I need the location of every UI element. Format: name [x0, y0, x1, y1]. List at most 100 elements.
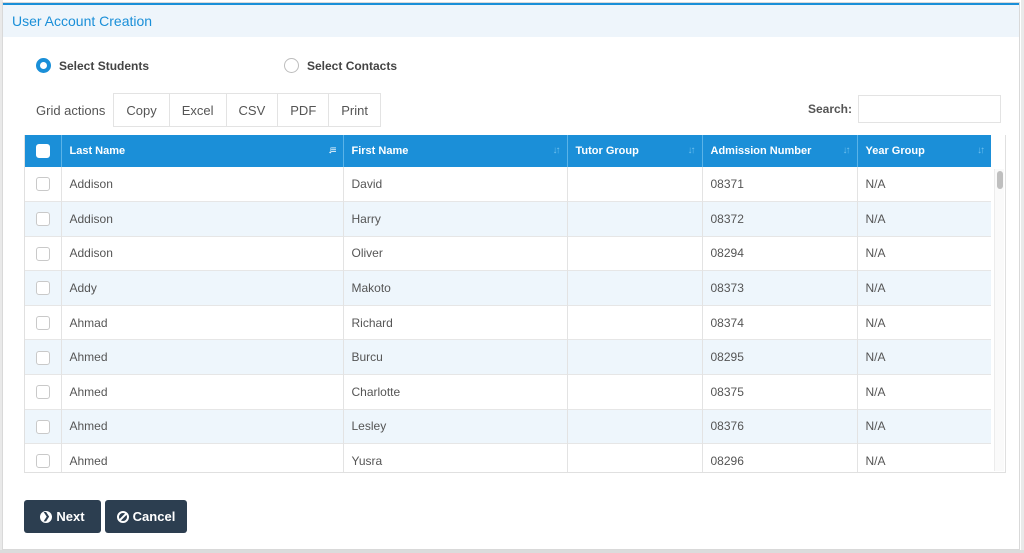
select-all-checkbox[interactable] — [35, 144, 50, 158]
tutor-group-cell — [567, 374, 703, 410]
tutor-group-cell — [567, 305, 703, 340]
table-row[interactable]: Ahmed Lesley 08376 N/A — [25, 409, 991, 444]
first-name-cell: Burcu — [343, 339, 568, 375]
radio-checked-icon[interactable] — [36, 58, 51, 73]
last-name-cell: Ahmed — [61, 443, 344, 472]
table-row[interactable]: Ahmed Charlotte 08375 N/A — [25, 374, 991, 410]
row-checkbox[interactable] — [35, 281, 50, 296]
table-row[interactable]: Ahmed Burcu 08295 N/A — [25, 339, 991, 375]
next-button-label: Next — [56, 509, 85, 524]
sort-ascending-icon: ↓≡ — [327, 145, 337, 156]
column-label: Last Name — [69, 145, 126, 157]
last-name-cell: Addy — [61, 270, 344, 306]
last-name-cell: Addison — [61, 201, 344, 237]
table-row[interactable]: Addy Makoto 08373 N/A — [25, 270, 991, 306]
sort-icon: ↓↑ — [842, 145, 851, 156]
last-name-cell: Addison — [61, 167, 344, 202]
row-select-cell — [25, 409, 62, 444]
admission-number-cell: 08372 — [702, 201, 858, 237]
csv-button[interactable]: CSV — [226, 94, 279, 126]
sort-icon: ↓↑ — [977, 145, 985, 156]
row-select-cell — [25, 374, 62, 410]
admission-number-cell: 08294 — [702, 236, 858, 271]
row-checkbox[interactable] — [35, 316, 50, 331]
row-checkbox[interactable] — [35, 419, 50, 434]
grid-actions-button-group: Copy Excel CSV PDF Print — [113, 93, 381, 127]
first-name-cell: Lesley — [343, 409, 568, 444]
row-checkbox[interactable] — [35, 177, 50, 192]
year-group-cell: N/A — [865, 211, 886, 226]
students-table: Last Name ↓≡ First Name ↓↑ Tutor Group ↓… — [25, 135, 991, 472]
page-backdrop-left — [0, 0, 3, 553]
print-button[interactable]: Print — [329, 94, 380, 126]
first-name-cell: Richard — [343, 305, 568, 340]
excel-button[interactable]: Excel — [169, 94, 227, 126]
modal-header: User Account Creation — [3, 3, 1019, 37]
select-students-radio[interactable]: Select Students — [36, 58, 149, 73]
row-checkbox[interactable] — [35, 350, 50, 365]
first-name-cell: David — [343, 167, 568, 202]
column-label: Year Group — [865, 145, 925, 157]
sort-icon: ↓↑ — [687, 145, 696, 156]
column-label: First Name — [351, 145, 409, 157]
tutor-group-cell — [567, 167, 703, 202]
first-name-cell: Yusra — [343, 443, 568, 472]
row-select-cell — [25, 339, 62, 375]
search-input[interactable] — [858, 95, 1001, 123]
last-name-cell: Ahmed — [61, 409, 344, 444]
first-name-cell: Oliver — [343, 236, 568, 271]
admission-number-cell: 08295 — [702, 339, 858, 375]
first-name-cell: Makoto — [343, 270, 568, 306]
row-checkbox[interactable] — [35, 454, 50, 469]
table-body: Addison David 08371 N/A Addison Harry 08372 N/A… — [25, 167, 991, 472]
row-checkbox[interactable] — [35, 246, 50, 261]
year-group-cell: N/A — [865, 246, 886, 261]
chevron-right-circle-icon: ❯ — [40, 510, 53, 523]
column-header-first-name[interactable]: First Name ↓↑ — [343, 135, 568, 167]
page-backdrop-bottom — [0, 550, 1024, 553]
tutor-group-cell — [567, 270, 703, 306]
first-name-cell: Charlotte — [343, 374, 568, 410]
column-header-last-name[interactable]: Last Name ↓≡ — [61, 135, 344, 167]
table-row[interactable]: Addison Oliver 08294 N/A — [25, 236, 991, 271]
table-row[interactable]: Ahmad Richard 08374 N/A — [25, 305, 991, 340]
cancel-button[interactable]: Cancel — [105, 500, 187, 533]
pdf-button[interactable]: PDF — [278, 94, 330, 126]
row-select-cell — [25, 305, 62, 340]
radio-unchecked-icon[interactable] — [284, 58, 299, 73]
row-checkbox[interactable] — [35, 385, 50, 400]
column-header-tutor-group[interactable]: Tutor Group ↓↑ — [567, 135, 703, 167]
grid-toolbar: Grid actions Copy Excel CSV PDF Print — [36, 93, 381, 127]
admission-number-cell: 08374 — [702, 305, 858, 340]
admission-number-cell: 08376 — [702, 409, 858, 444]
select-contacts-label: Select Contacts — [307, 58, 398, 73]
year-group-cell: N/A — [865, 384, 886, 399]
vertical-scrollbar[interactable] — [994, 169, 1004, 471]
table-row[interactable]: Addison David 08371 N/A — [25, 167, 991, 202]
table-row[interactable]: Ahmed Yusra 08296 N/A — [25, 443, 991, 472]
admission-number-cell: 08375 — [702, 374, 858, 410]
table-header-row: Last Name ↓≡ First Name ↓↑ Tutor Group ↓… — [25, 135, 991, 167]
search-area: Search: — [808, 95, 1001, 123]
table-row[interactable]: Addison Harry 08372 N/A — [25, 201, 991, 237]
row-select-cell — [25, 270, 62, 306]
column-header-admission-number[interactable]: Admission Number ↓↑ — [702, 135, 858, 167]
row-select-cell — [25, 201, 62, 237]
last-name-cell: Addison — [61, 236, 344, 271]
year-group-cell: N/A — [865, 419, 886, 434]
tutor-group-cell — [567, 201, 703, 237]
tutor-group-cell — [567, 409, 703, 444]
sort-icon: ↓↑ — [552, 145, 561, 156]
row-checkbox[interactable] — [35, 212, 50, 227]
tutor-group-cell — [567, 339, 703, 375]
next-button[interactable]: ❯ Next — [24, 500, 101, 533]
row-select-cell — [25, 167, 62, 202]
admission-number-cell: 08296 — [702, 443, 858, 472]
modal-footer: ❯ Next Cancel — [24, 500, 191, 533]
column-header-year-group[interactable]: Year Group ↓↑ — [857, 135, 991, 167]
last-name-cell: Ahmed — [61, 339, 344, 375]
scrollbar-thumb[interactable] — [997, 171, 1003, 189]
copy-button[interactable]: Copy — [114, 94, 170, 126]
select-contacts-radio[interactable]: Select Contacts — [284, 58, 484, 73]
